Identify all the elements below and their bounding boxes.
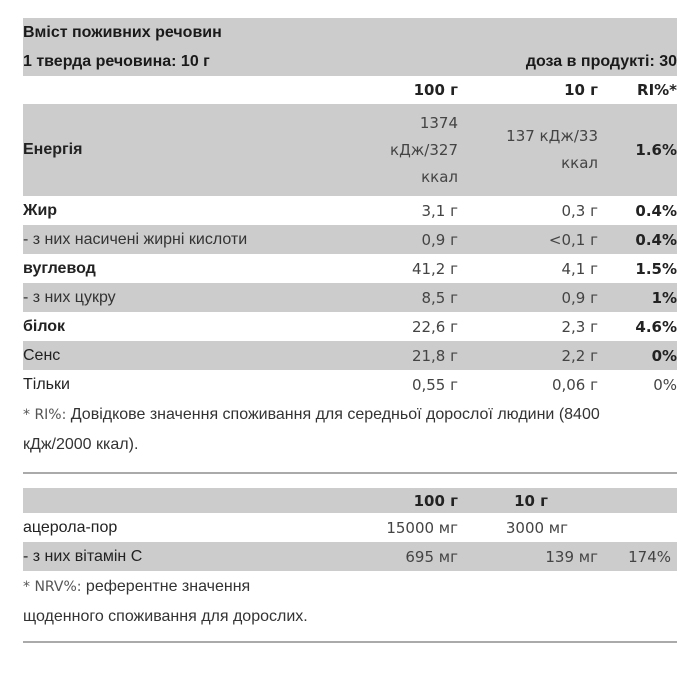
row-per100: 0,55 г xyxy=(411,375,458,394)
table-row: - з них насичені жирні кислоти 0,9 г <0,… xyxy=(23,225,678,254)
row-per100: 41,2 г xyxy=(411,259,458,278)
table-row: Жир 3,1 г 0,3 г 0.4% xyxy=(23,196,677,225)
row-per10: 2,3 г xyxy=(561,317,598,336)
column-header-ri: RI%* xyxy=(637,81,678,99)
table-row: вуглевод 41,2 г 4,1 г 1.5% xyxy=(23,254,677,283)
serving-row: 1 тверда речовина: 10 г доза в продукті:… xyxy=(23,47,678,76)
row-ri: 1.5% xyxy=(635,259,678,278)
column-header-per100: 100 г xyxy=(353,488,458,513)
column-header-row: 100 г 10 г xyxy=(23,488,677,513)
table-row: білок 22,6 г 2,3 г 4.6% xyxy=(23,312,677,341)
table-row: ацерола-пор 15000 мг 3000 мг xyxy=(23,513,677,542)
row-label: Сенс xyxy=(23,341,353,370)
column-header-per100: 100 г xyxy=(413,81,458,99)
column-header-row: 100 г 10 г RI%* xyxy=(23,76,677,104)
vitamin-table: 100 г 10 г ацерола-пор 15000 мг 3000 мг … xyxy=(23,488,677,571)
row-label: Жир xyxy=(23,201,58,219)
row-per10: 139 мг xyxy=(458,542,598,571)
row-per10: 137 кДж/33 ккал xyxy=(458,104,598,196)
column-header-label xyxy=(23,76,353,104)
row-per100: 21,8 г xyxy=(353,341,458,370)
table-row: - з них вітамін С 695 мг 139 мг 174% xyxy=(23,542,677,571)
nutrition-panel: Вміст поживних речовин 1 тверда речовина… xyxy=(23,18,678,643)
footnote-marker: * NRV%: xyxy=(23,579,82,595)
row-ri: 1.6% xyxy=(598,104,678,196)
row-per100: 3,1 г xyxy=(421,201,458,220)
column-header-nrv xyxy=(598,488,677,513)
table-row: - з них цукру 8,5 г 0,9 г 1% xyxy=(23,283,678,312)
ri-footnote: * RI%: Довідкове значення споживання для… xyxy=(23,399,623,459)
row-per100: 695 мг xyxy=(353,542,458,571)
column-header-label xyxy=(23,488,353,513)
row-ri: 0% xyxy=(653,375,678,394)
nrv-footnote: * NRV%: референтне значення щоденного сп… xyxy=(23,571,323,631)
row-per10: 3000 мг xyxy=(505,518,568,537)
section-divider xyxy=(23,641,677,643)
table-title-row: Вміст поживних речовин xyxy=(23,18,678,47)
row-ri: 0.4% xyxy=(598,225,678,254)
row-label: Тільки xyxy=(23,375,70,393)
row-label: - з них насичені жирні кислоти xyxy=(23,225,353,254)
column-header-per10: 10 г xyxy=(564,81,598,99)
row-per10: 0,3 г xyxy=(561,201,598,220)
row-label: - з них цукру xyxy=(23,283,353,312)
row-per10: 0,9 г xyxy=(458,283,598,312)
nutrition-table: Вміст поживних речовин 1 тверда речовина… xyxy=(23,18,678,399)
row-ri: 0% xyxy=(598,341,678,370)
row-per10: 4,1 г xyxy=(561,259,598,278)
row-nrv: 174% xyxy=(598,542,677,571)
row-label: ацерола-пор xyxy=(23,518,118,536)
footnote-marker: * RI%: xyxy=(23,407,67,423)
row-nrv xyxy=(598,513,677,542)
footnote-text: референтне значення щоденного споживання… xyxy=(23,578,308,625)
row-per10: <0,1 г xyxy=(458,225,598,254)
row-per100: 22,6 г xyxy=(411,317,458,336)
row-label: Енергія xyxy=(23,104,353,196)
table-row: Енергія 1374 кДж/327 ккал 137 кДж/33 кка… xyxy=(23,104,678,196)
row-per100: 0,9 г xyxy=(353,225,458,254)
row-per100: 1374 кДж/327 ккал xyxy=(353,104,458,196)
section-divider xyxy=(23,472,677,474)
row-per10: 0,06 г xyxy=(551,375,598,394)
row-label: вуглевод xyxy=(23,259,96,277)
row-ri: 1% xyxy=(598,283,678,312)
row-label: білок xyxy=(23,317,66,335)
column-header-per10: 10 г xyxy=(458,488,598,513)
row-ri: 0.4% xyxy=(635,201,678,220)
row-ri: 4.6% xyxy=(635,317,678,336)
row-per100: 8,5 г xyxy=(353,283,458,312)
row-label: - з них вітамін С xyxy=(23,542,353,571)
table-row: Тільки 0,55 г 0,06 г 0% xyxy=(23,370,677,399)
footnote-text: Довідкове значення споживання для середн… xyxy=(23,406,600,453)
servings-per-pack: доза в продукті: 30 xyxy=(458,47,678,76)
table-row: Сенс 21,8 г 2,2 г 0% xyxy=(23,341,678,370)
serving-size: 1 тверда речовина: 10 г xyxy=(23,47,458,76)
row-per100: 15000 мг xyxy=(386,518,458,537)
table-title: Вміст поживних речовин xyxy=(23,18,678,47)
row-per10: 2,2 г xyxy=(458,341,598,370)
